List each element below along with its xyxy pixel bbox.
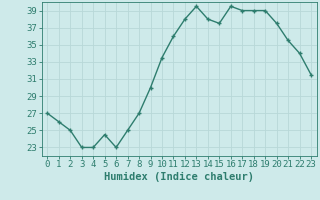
X-axis label: Humidex (Indice chaleur): Humidex (Indice chaleur) <box>104 172 254 182</box>
